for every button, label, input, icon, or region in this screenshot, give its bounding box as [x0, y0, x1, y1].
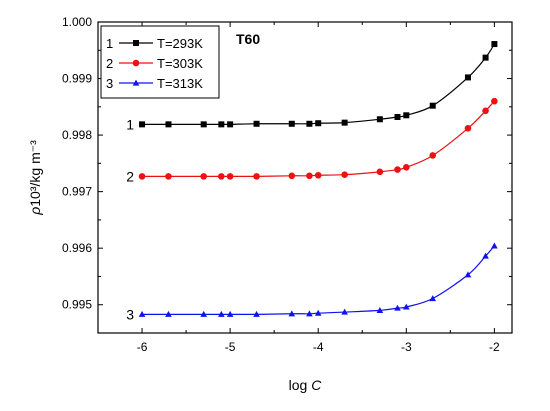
data-point [253, 310, 260, 317]
data-point [394, 113, 401, 120]
series-3-number-label: 3 [126, 306, 134, 322]
legend-marker [133, 40, 139, 46]
data-point [165, 310, 172, 317]
x-tick-label: -5 [225, 340, 236, 354]
data-point [165, 121, 172, 128]
legend-label: T=303K [157, 56, 203, 71]
x-axis-title-prefix: log [289, 377, 312, 393]
data-point [376, 168, 384, 176]
y-axis-title-symbol: ρ [27, 207, 43, 216]
legend-label: T=313K [157, 76, 203, 91]
data-point [341, 308, 348, 315]
x-tick-label: -6 [137, 340, 148, 354]
legend-number: 1 [106, 36, 113, 51]
data-point [288, 310, 296, 317]
y-tick-label: 0.997 [62, 185, 92, 199]
x-axis-title-variable: C [311, 377, 322, 393]
legend-label: T=293K [157, 36, 203, 51]
data-point [288, 120, 295, 127]
data-point [482, 252, 489, 259]
series-2: 2 [126, 97, 498, 184]
data-point [403, 112, 410, 119]
data-point [306, 310, 313, 317]
data-point [288, 172, 296, 180]
data-point [218, 310, 225, 317]
legend-marker [132, 59, 140, 67]
data-point [218, 121, 225, 128]
data-point [139, 121, 146, 128]
x-tick-label: -2 [489, 340, 500, 354]
legend-marker [132, 79, 140, 86]
y-tick-label: 0.999 [62, 72, 92, 86]
data-point [491, 41, 498, 48]
data-point [227, 121, 234, 128]
data-point [429, 295, 437, 302]
x-tick-label: -4 [313, 340, 324, 354]
data-point [491, 242, 498, 249]
data-point [138, 173, 146, 180]
data-point [314, 171, 322, 179]
data-point [314, 309, 322, 316]
data-point [376, 116, 383, 123]
data-point [482, 107, 489, 115]
data-point [165, 173, 172, 180]
legend-box [100, 25, 220, 99]
series-group: 1 2 3 [126, 41, 498, 322]
data-point [341, 171, 348, 178]
data-point [253, 120, 260, 127]
y-tick-label: 0.996 [62, 241, 92, 255]
plot-border [97, 21, 513, 334]
data-point [226, 173, 234, 180]
y-tick-label: 0.998 [62, 128, 92, 142]
series-2-number-label: 2 [126, 168, 134, 184]
data-point [464, 271, 472, 278]
legend-number: 3 [106, 76, 113, 91]
y-tick-label: 0.995 [62, 298, 92, 312]
data-point [491, 97, 498, 105]
data-point [482, 54, 489, 61]
data-point [394, 166, 401, 173]
data-point [429, 102, 436, 109]
series-3-line [142, 245, 495, 315]
data-point [394, 304, 401, 311]
data-point [200, 173, 208, 180]
data-point [306, 172, 313, 180]
series-1: 1 [126, 41, 498, 132]
y-axis-title-units: 10³/kg m⁻³ [27, 140, 43, 207]
data-point [306, 120, 313, 127]
y-axis-title: ρ10³/kg m⁻³ [27, 140, 43, 216]
data-point [315, 120, 322, 127]
series-1-number-label: 1 [126, 116, 134, 132]
data-point [253, 173, 260, 180]
data-point [402, 164, 410, 171]
series-3: 3 [126, 242, 498, 322]
x-axis-title: log C [289, 377, 323, 393]
legend-number: 2 [106, 56, 113, 71]
data-point [402, 303, 410, 310]
series-2-line [142, 100, 495, 178]
data-point [341, 119, 348, 126]
data-point [464, 74, 471, 81]
data-point [218, 173, 225, 180]
data-point [376, 306, 384, 313]
y-tick-label: 1.000 [62, 15, 92, 29]
data-point [138, 310, 146, 317]
data-point [200, 310, 208, 317]
data-point [200, 121, 207, 128]
legend: 1 T=293K 2 T=303K 3 T=313K [100, 25, 220, 99]
axis-ticks: -6 -5 -4 -3 -2 0.995 0.996 0.997 0.998 0.999 1.000 [62, 15, 512, 354]
x-tick-label: -3 [401, 340, 412, 354]
chart-annotation: T60 [236, 31, 260, 47]
plot-frame [97, 21, 513, 334]
data-point [226, 310, 234, 317]
data-point [429, 152, 437, 159]
data-point [464, 125, 472, 132]
